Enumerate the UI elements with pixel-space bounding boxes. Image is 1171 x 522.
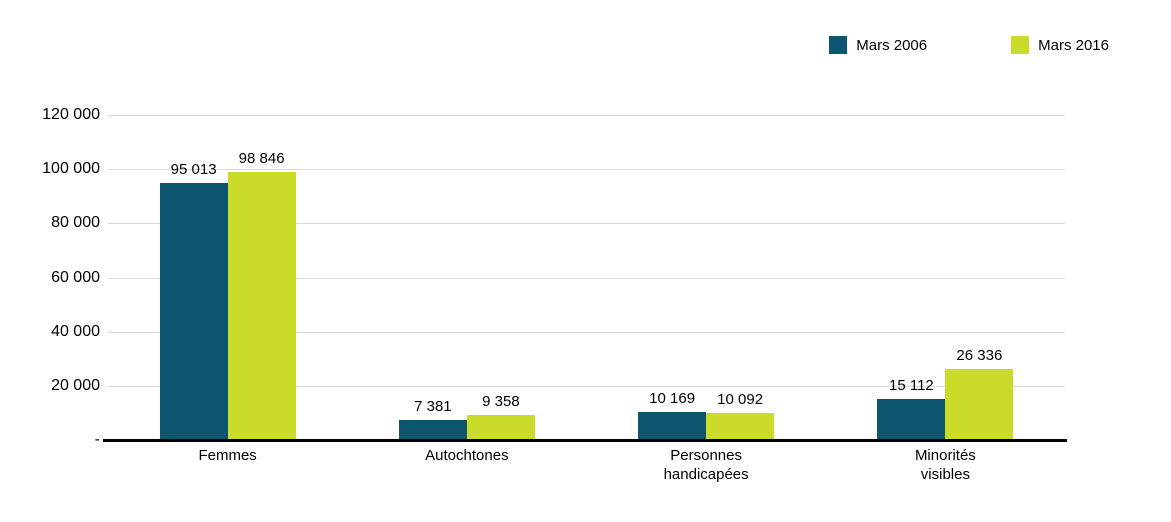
bar-mars-2006-autochtones (398, 420, 467, 440)
bar-mars-2006-minorités-visibles (877, 399, 946, 440)
value-label: 95 013 (170, 160, 217, 178)
y-tick-label: 120 000 (42, 106, 100, 123)
legend-swatch (829, 36, 848, 54)
bar-pair: 95 013 98 846 (159, 150, 296, 440)
gridline (108, 169, 1065, 171)
y-tick-label: 100 000 (42, 160, 100, 178)
bar-column: 10 092 (706, 390, 775, 440)
bar-column: 26 336 (945, 346, 1014, 440)
gridline (108, 331, 1065, 333)
plot-area: 95 013 98 846 7 381 9 358 10 169 10 092 15 112… (103, 115, 1067, 442)
bar-pair: 7 381 9 358 (398, 392, 535, 440)
category-label-femmes: Femmes (198, 447, 257, 464)
value-label: 9 358 (482, 392, 520, 410)
chart-legend: Mars 2006 Mars 2016 (829, 36, 1109, 54)
bar-mars-2016-personnes-handicapées (706, 412, 775, 440)
bar-group-femmes: 95 013 98 846 (108, 115, 347, 440)
bar-mars-2016-femmes (227, 172, 296, 440)
y-tick-label: 60 000 (51, 268, 100, 286)
legend-label: Mars 2016 (1038, 36, 1109, 54)
value-label: 98 846 (238, 150, 285, 168)
bar-column: 98 846 (227, 150, 296, 440)
bar-column: 10 169 (638, 390, 707, 440)
value-label: 7 381 (414, 398, 452, 416)
gridline (108, 115, 1065, 116)
x-axis-labels: Femmes Autochtones Personnes handicapées Mi… (108, 447, 1065, 485)
value-label: 10 169 (649, 390, 696, 408)
category-label-personnes-handicapées: Personnes handicapées (663, 447, 749, 483)
gridline (108, 223, 1065, 225)
bar-group-minorités-visibles: 15 112 26 336 (826, 115, 1065, 440)
x-axis-line (103, 439, 1067, 442)
bar-groups: 95 013 98 846 7 381 9 358 10 169 10 092 15 112… (108, 115, 1065, 440)
bar-pair: 10 169 10 092 (638, 390, 775, 440)
category-label-minorités-visibles: Minorités visibles (914, 447, 976, 483)
bar-mars-2006-personnes-handicapées (638, 412, 707, 440)
bar-mars-2016-minorités-visibles (945, 368, 1014, 440)
category-label-autochtones: Autochtones (425, 447, 509, 464)
legend-swatch (1011, 36, 1030, 54)
gridline (108, 277, 1065, 279)
y-tick-label: 80 000 (51, 214, 100, 232)
gridline (108, 385, 1065, 387)
bar-column: 9 358 (466, 392, 535, 440)
value-label: 15 112 (888, 377, 934, 395)
y-tick-label: - (94, 431, 100, 448)
legend-item-mars-2016: Mars 2016 (1011, 36, 1109, 54)
value-label: 26 336 (956, 346, 1003, 364)
y-axis-labels: - 20 000 40 000 60 000 80 000 100 000 120 000 (0, 106, 100, 448)
bar-group-autochtones: 7 381 9 358 (347, 115, 586, 440)
bar-column: 15 112 (877, 377, 946, 440)
y-tick-label: 20 000 (51, 376, 100, 394)
bar-mars-2006-femmes (159, 182, 228, 440)
bar-mars-2016-autochtones (466, 414, 535, 440)
bar-pair: 15 112 26 336 (877, 346, 1014, 440)
value-label: 10 092 (717, 390, 764, 408)
y-tick-label: 40 000 (51, 322, 100, 340)
legend-item-mars-2006: Mars 2006 (829, 36, 927, 54)
bar-column: 95 013 (159, 160, 228, 440)
bar-column: 7 381 (398, 398, 467, 440)
bar-group-personnes-handicapées: 10 169 10 092 (587, 115, 826, 440)
legend-label: Mars 2006 (856, 36, 928, 54)
